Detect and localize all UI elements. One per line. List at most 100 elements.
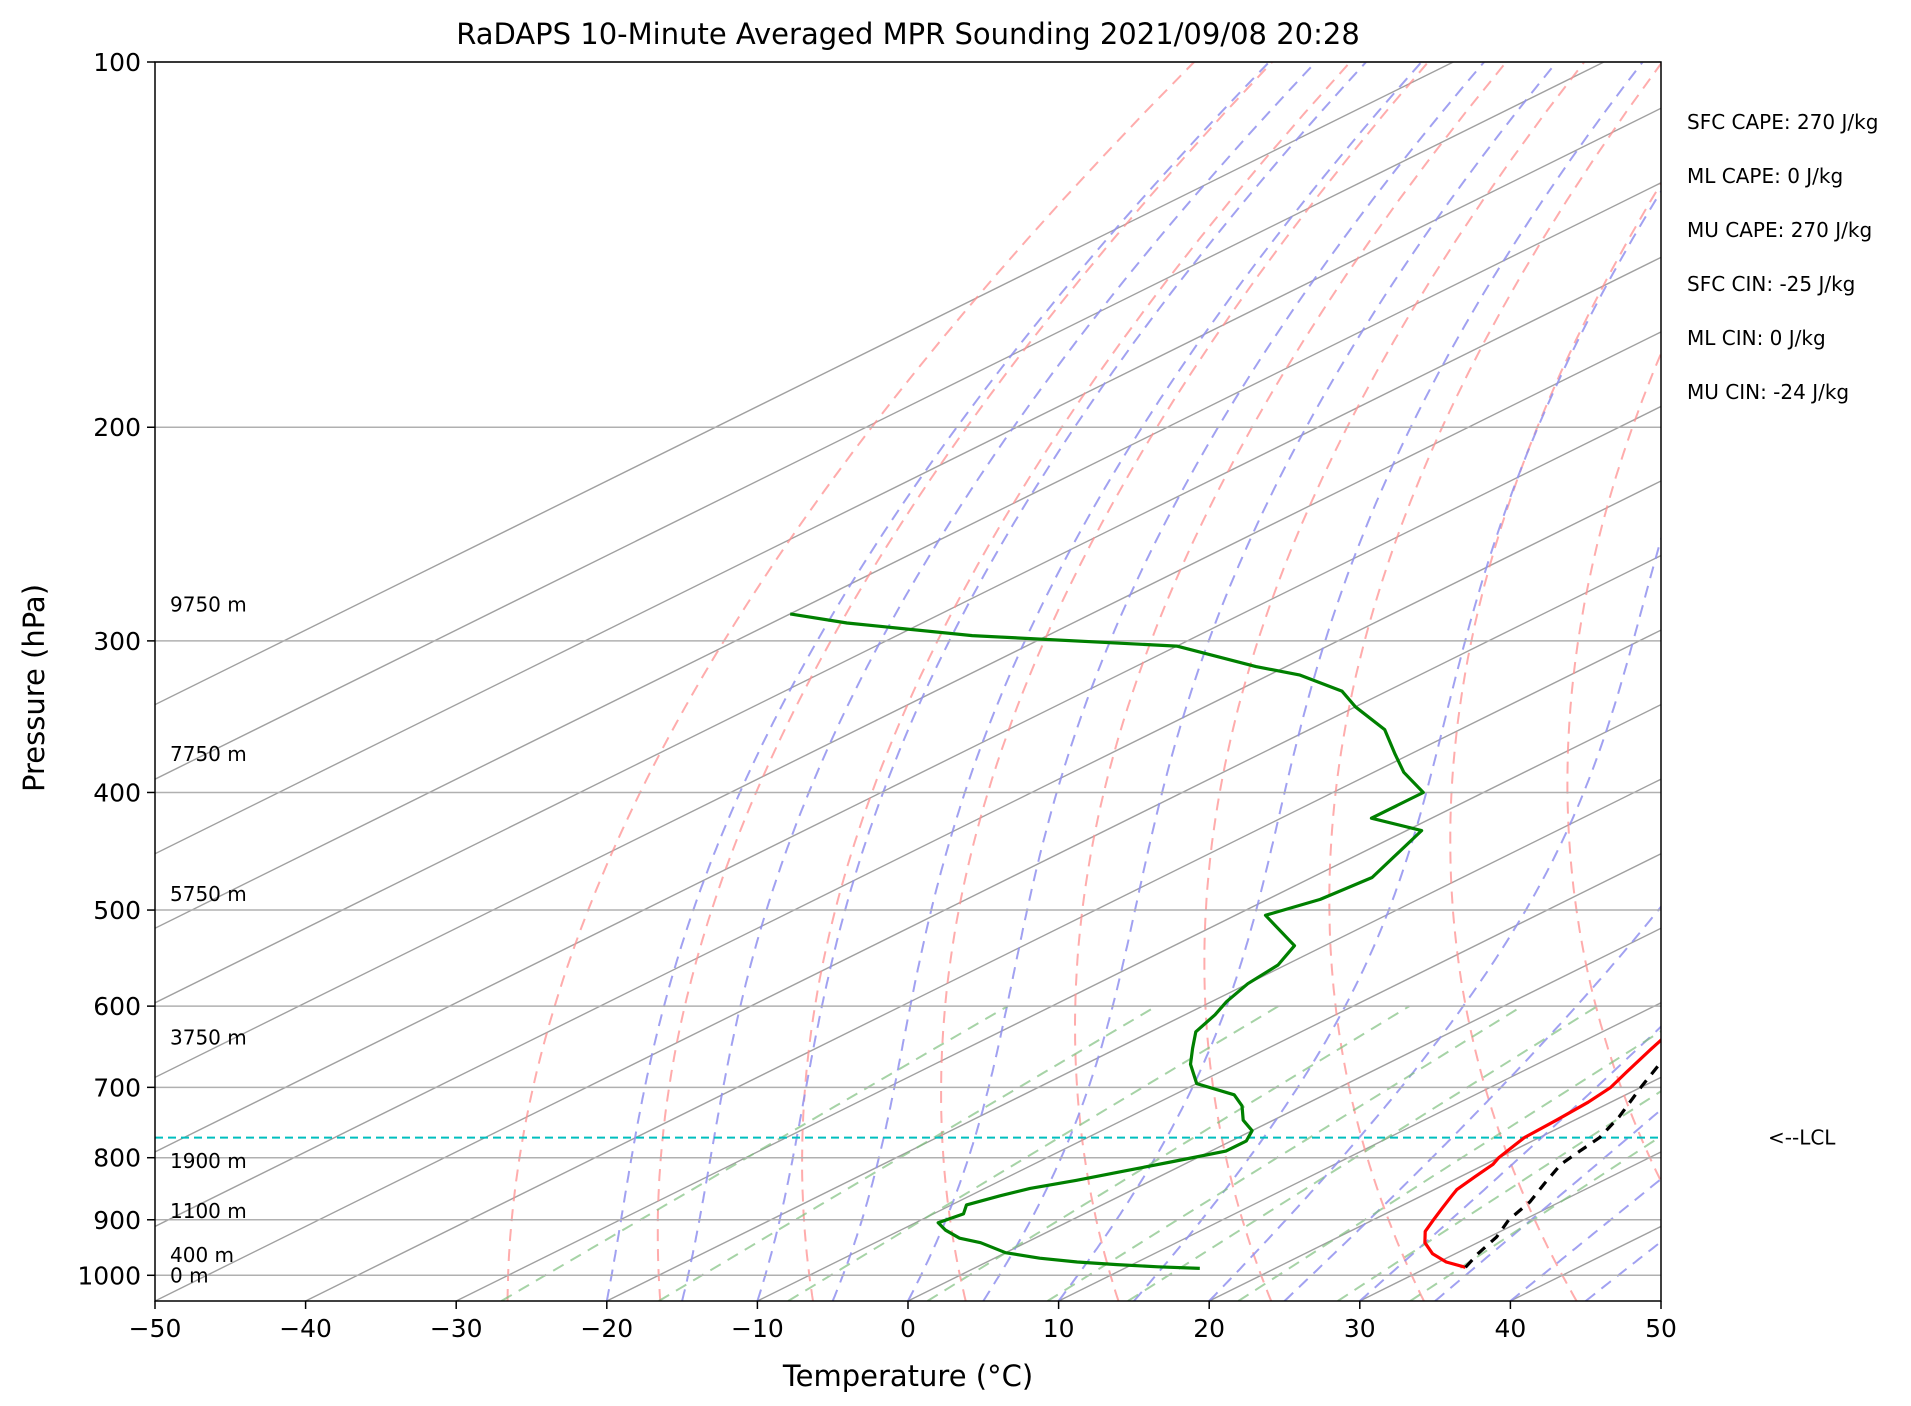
- x-tick-label: −20: [580, 1314, 633, 1343]
- grid-lines: [155, 61, 1661, 1277]
- isotherm-line: [155, 182, 1661, 930]
- background-lines: [155, 62, 1911, 1301]
- dry-adiabat-line: [1073, 62, 1507, 1301]
- series-line-2: [1464, 1059, 1661, 1269]
- isotherm-line: [155, 256, 1661, 1004]
- isotherm-line: [155, 107, 1661, 855]
- isotherm-line: [757, 852, 1661, 1301]
- mixing-ratio-line: [1127, 1005, 1598, 1301]
- dry-adiabat-line: [1566, 350, 1661, 1184]
- moist-adiabat-line: [1585, 1240, 1661, 1301]
- isotherm-line: [305, 629, 1661, 1301]
- isotherm-line: [155, 62, 1605, 780]
- height-label: 7750 m: [170, 742, 247, 766]
- dry-adiabat-line: [506, 62, 1195, 1301]
- isotherm-line: [155, 405, 1661, 1153]
- sounding-series: [155, 612, 1661, 1270]
- isotherm-line: [155, 480, 1661, 1228]
- moist-adiabat-line: [1434, 1108, 1661, 1301]
- series-line-1: [789, 612, 1425, 1270]
- height-label: 400 m: [170, 1243, 234, 1267]
- y-tick-label: 1000: [77, 1261, 141, 1290]
- x-tick-label: 50: [1645, 1314, 1677, 1343]
- moist-adiabat-line: [756, 62, 1367, 1301]
- y-tick-label: 100: [93, 48, 141, 77]
- height-label: 5750 m: [170, 882, 247, 906]
- x-axis-ticks: −50 −40 −30 −20 −10 0 10 20 30 40 50: [129, 1301, 1677, 1343]
- moist-adiabat-line: [1208, 535, 1661, 1301]
- x-tick-label: 30: [1344, 1314, 1376, 1343]
- isotherm-line: [155, 554, 1661, 1301]
- x-tick-label: −30: [430, 1314, 483, 1343]
- isotherm-line: [1510, 1225, 1661, 1301]
- y-tick-label: 400: [93, 778, 141, 807]
- moist-adiabat-line: [1359, 1025, 1661, 1301]
- mixing-ratio-line: [1237, 1030, 1661, 1301]
- cape-cin-annotation: MU CAPE: 270 J/kg: [1687, 218, 1872, 242]
- moist-adiabat-line: [681, 62, 1317, 1301]
- chart-title: RaDAPS 10-Minute Averaged MPR Sounding 2…: [456, 17, 1360, 51]
- cape-cin-annotation: ML CAPE: 0 J/kg: [1687, 164, 1843, 188]
- mixing-ratio-line: [1337, 1090, 1661, 1301]
- moist-adiabat-line: [982, 62, 1558, 1301]
- moist-adiabat-line: [1057, 62, 1644, 1301]
- dry-adiabat-line: [801, 62, 1351, 1301]
- cape-cin-annotation: SFC CAPE: 270 J/kg: [1687, 110, 1878, 134]
- y-axis-label: Pressure (hPa): [17, 584, 51, 792]
- height-label: 1100 m: [170, 1199, 247, 1223]
- height-label: 9750 m: [170, 593, 247, 617]
- height-label: 1900 m: [170, 1149, 247, 1173]
- x-tick-label: 20: [1193, 1314, 1225, 1343]
- cape-cin-annotation: SFC CIN: -25 J/kg: [1687, 272, 1855, 296]
- dry-adiabat-line: [1681, 62, 1896, 1301]
- isotherm-line: [455, 703, 1661, 1301]
- y-tick-label: 600: [93, 992, 141, 1021]
- y-axis-ticks: 100 200 300 400 500 600 700 800 900 1000: [77, 48, 155, 1290]
- y-tick-label: 700: [93, 1073, 141, 1102]
- x-tick-label: 10: [1043, 1314, 1075, 1343]
- mixing-ratio-line: [658, 1005, 1158, 1301]
- moist-adiabat-line: [831, 62, 1423, 1301]
- mixing-ratio-line: [787, 1005, 1280, 1301]
- cape-cin-annotations: SFC CAPE: 270 J/kg ML CAPE: 0 J/kg MU CAPE…: [1687, 110, 1878, 404]
- mixing-ratio-line: [1047, 1005, 1523, 1301]
- moist-adiabat-line: [605, 62, 1270, 1301]
- lcl-label: <--LCL: [1768, 1126, 1836, 1150]
- x-tick-label: 40: [1494, 1314, 1526, 1343]
- dry-adiabat-line: [1203, 62, 1585, 1301]
- cape-cin-annotation: ML CIN: 0 J/kg: [1687, 326, 1826, 350]
- dry-adiabat-line: [1449, 181, 1661, 1301]
- dry-adiabat-line: [656, 62, 1273, 1301]
- x-tick-label: −10: [731, 1314, 784, 1343]
- moist-adiabat-line: [1133, 189, 1661, 1301]
- y-tick-label: 900: [93, 1206, 141, 1235]
- dry-adiabat-line: [940, 62, 1429, 1301]
- isotherm-line: [1208, 1076, 1661, 1301]
- dry-adiabat-line: [1898, 62, 1911, 1301]
- x-tick-label: −50: [129, 1314, 182, 1343]
- isotherm-line: [606, 778, 1661, 1301]
- height-labels: 9750 m 7750 m 5750 m 3750 m 1900 m 1100 m 400 …: [170, 593, 247, 1288]
- isotherm-line: [1058, 1002, 1661, 1301]
- y-tick-label: 800: [93, 1144, 141, 1173]
- y-tick-label: 500: [93, 896, 141, 925]
- mixing-ratio-line: [500, 1005, 1009, 1301]
- isotherm-line: [1359, 1151, 1661, 1301]
- dry-adiabat-line: [1791, 62, 1911, 1301]
- y-tick-label: 300: [93, 627, 141, 656]
- moist-adiabat-line: [907, 62, 1485, 1301]
- x-tick-label: −40: [279, 1314, 332, 1343]
- series-line-0: [1423, 1037, 1661, 1269]
- mixing-ratio-line: [926, 1005, 1410, 1301]
- x-axis-label: Temperature (°C): [782, 1359, 1033, 1393]
- x-tick-label: 0: [900, 1314, 916, 1343]
- cape-cin-annotation: MU CIN: -24 J/kg: [1687, 380, 1849, 404]
- isotherm-line: [155, 331, 1661, 1079]
- y-tick-label: 200: [93, 413, 141, 442]
- height-label: 0 m: [170, 1263, 209, 1287]
- isotherm-line: [155, 62, 1454, 706]
- mixing-ratio-line: [1409, 1135, 1661, 1301]
- height-label: 3750 m: [170, 1026, 247, 1050]
- dry-adiabat-line: [1328, 62, 1661, 1301]
